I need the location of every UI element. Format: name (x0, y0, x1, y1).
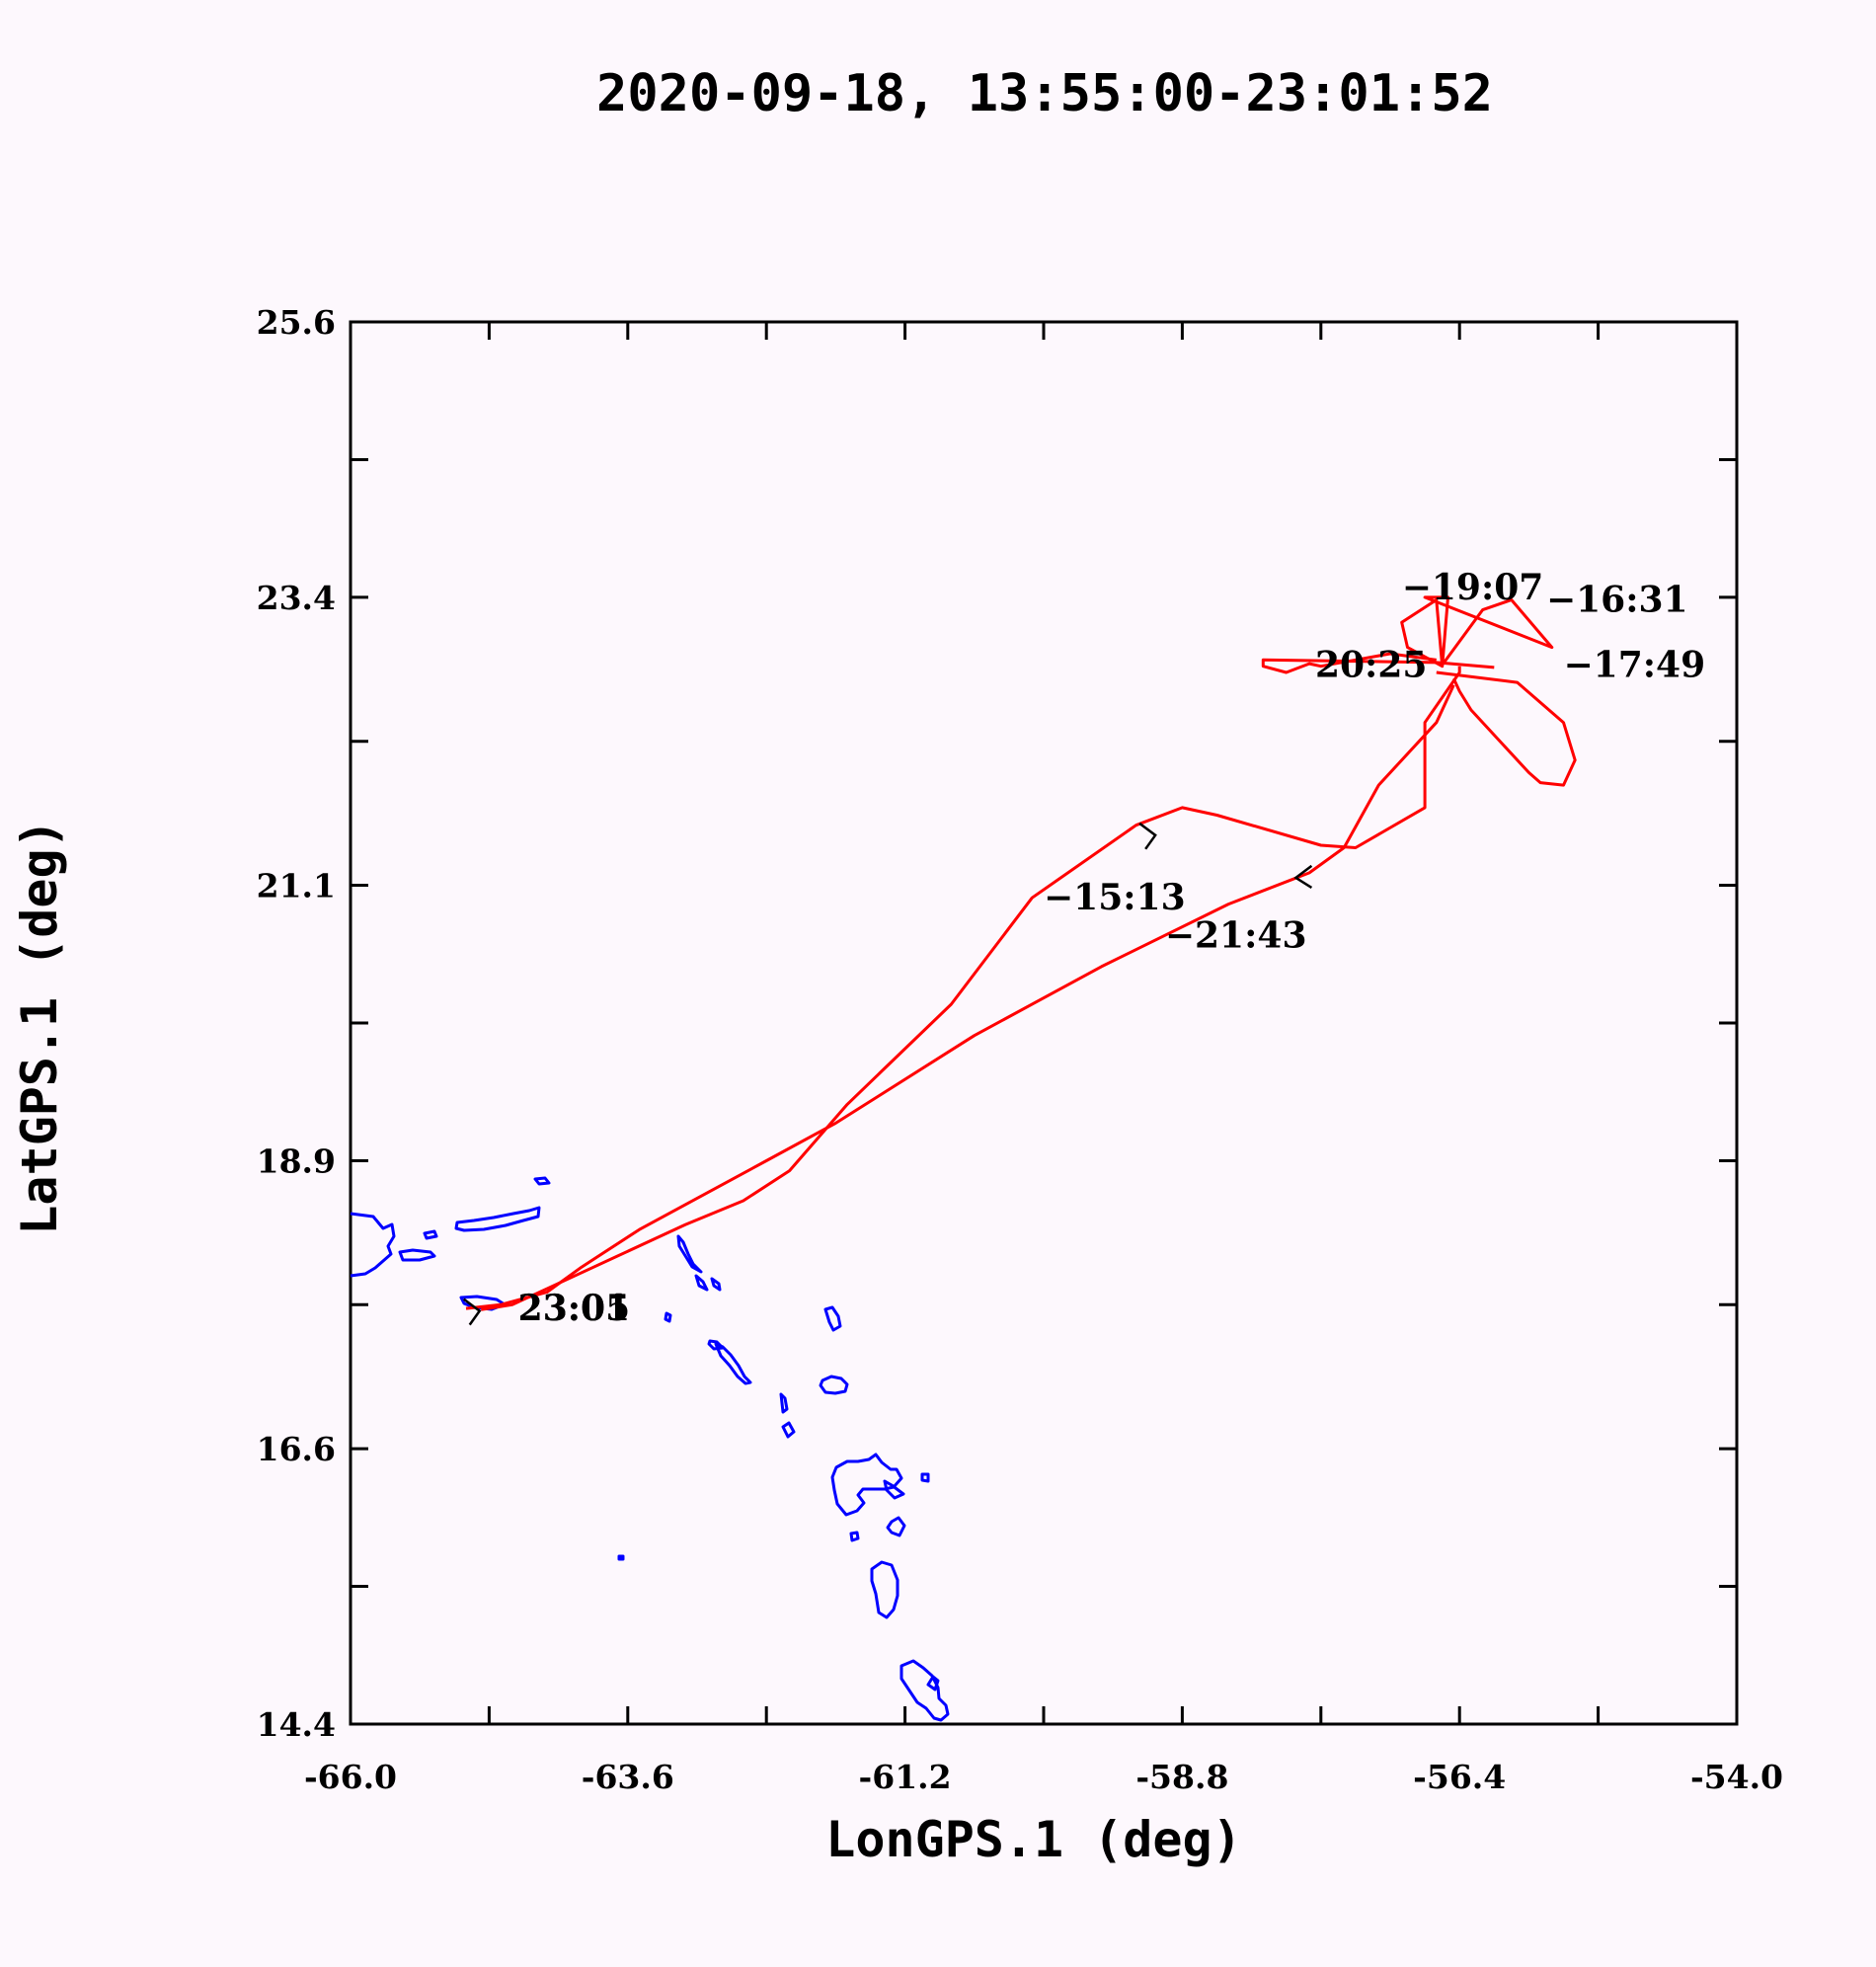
time-annotation: −19:07 (1402, 567, 1544, 608)
direction-arrow (462, 1298, 482, 1326)
coastline-layer (350, 1176, 950, 1722)
time-annotation: 20:25 (1315, 644, 1427, 685)
coastline-outline (454, 1206, 541, 1232)
coastline-outline (694, 1274, 709, 1292)
time-annotation: 23:05 (518, 1288, 630, 1329)
coastline-outline (849, 1531, 860, 1542)
x-tick-label: -56.4 (1413, 1758, 1506, 1796)
coastline-outline (926, 1675, 940, 1692)
coastline-outline (883, 1479, 905, 1500)
y-tick-label: 18.9 (257, 1141, 336, 1180)
time-annotation-layer: −19:07 −16:31 −17:49 20:25 −15:13−21:43 23:05… (518, 567, 1706, 1329)
coastline-outline (533, 1176, 551, 1186)
x-axis-ticks: -66.0 -63.6 -61.2 -58.8 -56.4 -54.0 (304, 322, 1783, 1796)
coastline-outline (870, 1560, 899, 1619)
flight-track-segment (1261, 652, 1495, 674)
coastline-outline (779, 1392, 789, 1414)
plot-area-frame (349, 320, 1739, 1726)
flight-track-segment (465, 684, 1455, 1310)
flight-track-segment (1436, 670, 1577, 787)
x-axis-label: LonGPS.1 (deg) (825, 1811, 1241, 1868)
y-axis-label: LatGPS.1 (deg) (11, 819, 68, 1234)
time-annotation: −17:49 (1564, 644, 1706, 685)
chart-title: 2020-09-18, 13:55:00-23:01:52 (596, 64, 1493, 123)
coastline-outline (617, 1554, 625, 1561)
x-tick-label: -63.6 (582, 1758, 674, 1796)
flight-track-segment (480, 666, 1461, 1311)
direction-arrow (1138, 822, 1157, 850)
coastline-outline (819, 1375, 849, 1395)
direction-arrow-layer (462, 822, 1313, 1326)
coastline-outline (830, 1453, 903, 1517)
coastline-outline (398, 1248, 436, 1262)
x-tick-label: -66.0 (304, 1758, 397, 1796)
coastline-outline (350, 1212, 396, 1278)
time-annotation: −16:31 (1546, 579, 1688, 620)
coastline-outline (676, 1234, 703, 1274)
time-annotation: −21:43 (1165, 914, 1307, 956)
flight-track-layer (465, 595, 1577, 1311)
y-tick-label: 21.1 (257, 867, 336, 905)
y-axis-ticks: 14.4 16.6 18.9 21.1 23.4 25.6 (257, 303, 1737, 1744)
coastline-outline (423, 1229, 438, 1240)
y-tick-label: 23.4 (257, 579, 336, 617)
time-annotation: 23:01 (518, 1288, 630, 1329)
coastline-outline (664, 1311, 672, 1323)
y-tick-label: 25.6 (257, 303, 336, 342)
coastline-outline (920, 1472, 930, 1483)
x-tick-label: -61.2 (859, 1758, 952, 1796)
coastline-outline (781, 1421, 796, 1439)
y-tick-label: 16.6 (257, 1430, 336, 1468)
coastline-outline (710, 1277, 722, 1292)
coastline-outline (886, 1516, 906, 1537)
coastline-outline (714, 1342, 752, 1385)
time-annotation: −15:13 (1044, 877, 1186, 918)
coastline-outline (899, 1659, 950, 1722)
flight-track-segment (1400, 595, 1554, 669)
x-tick-label: -54.0 (1690, 1758, 1783, 1796)
coastline-outline (823, 1305, 842, 1332)
x-tick-label: -58.8 (1135, 1758, 1228, 1796)
y-tick-label: 14.4 (257, 1705, 336, 1744)
direction-arrow (1293, 864, 1313, 889)
